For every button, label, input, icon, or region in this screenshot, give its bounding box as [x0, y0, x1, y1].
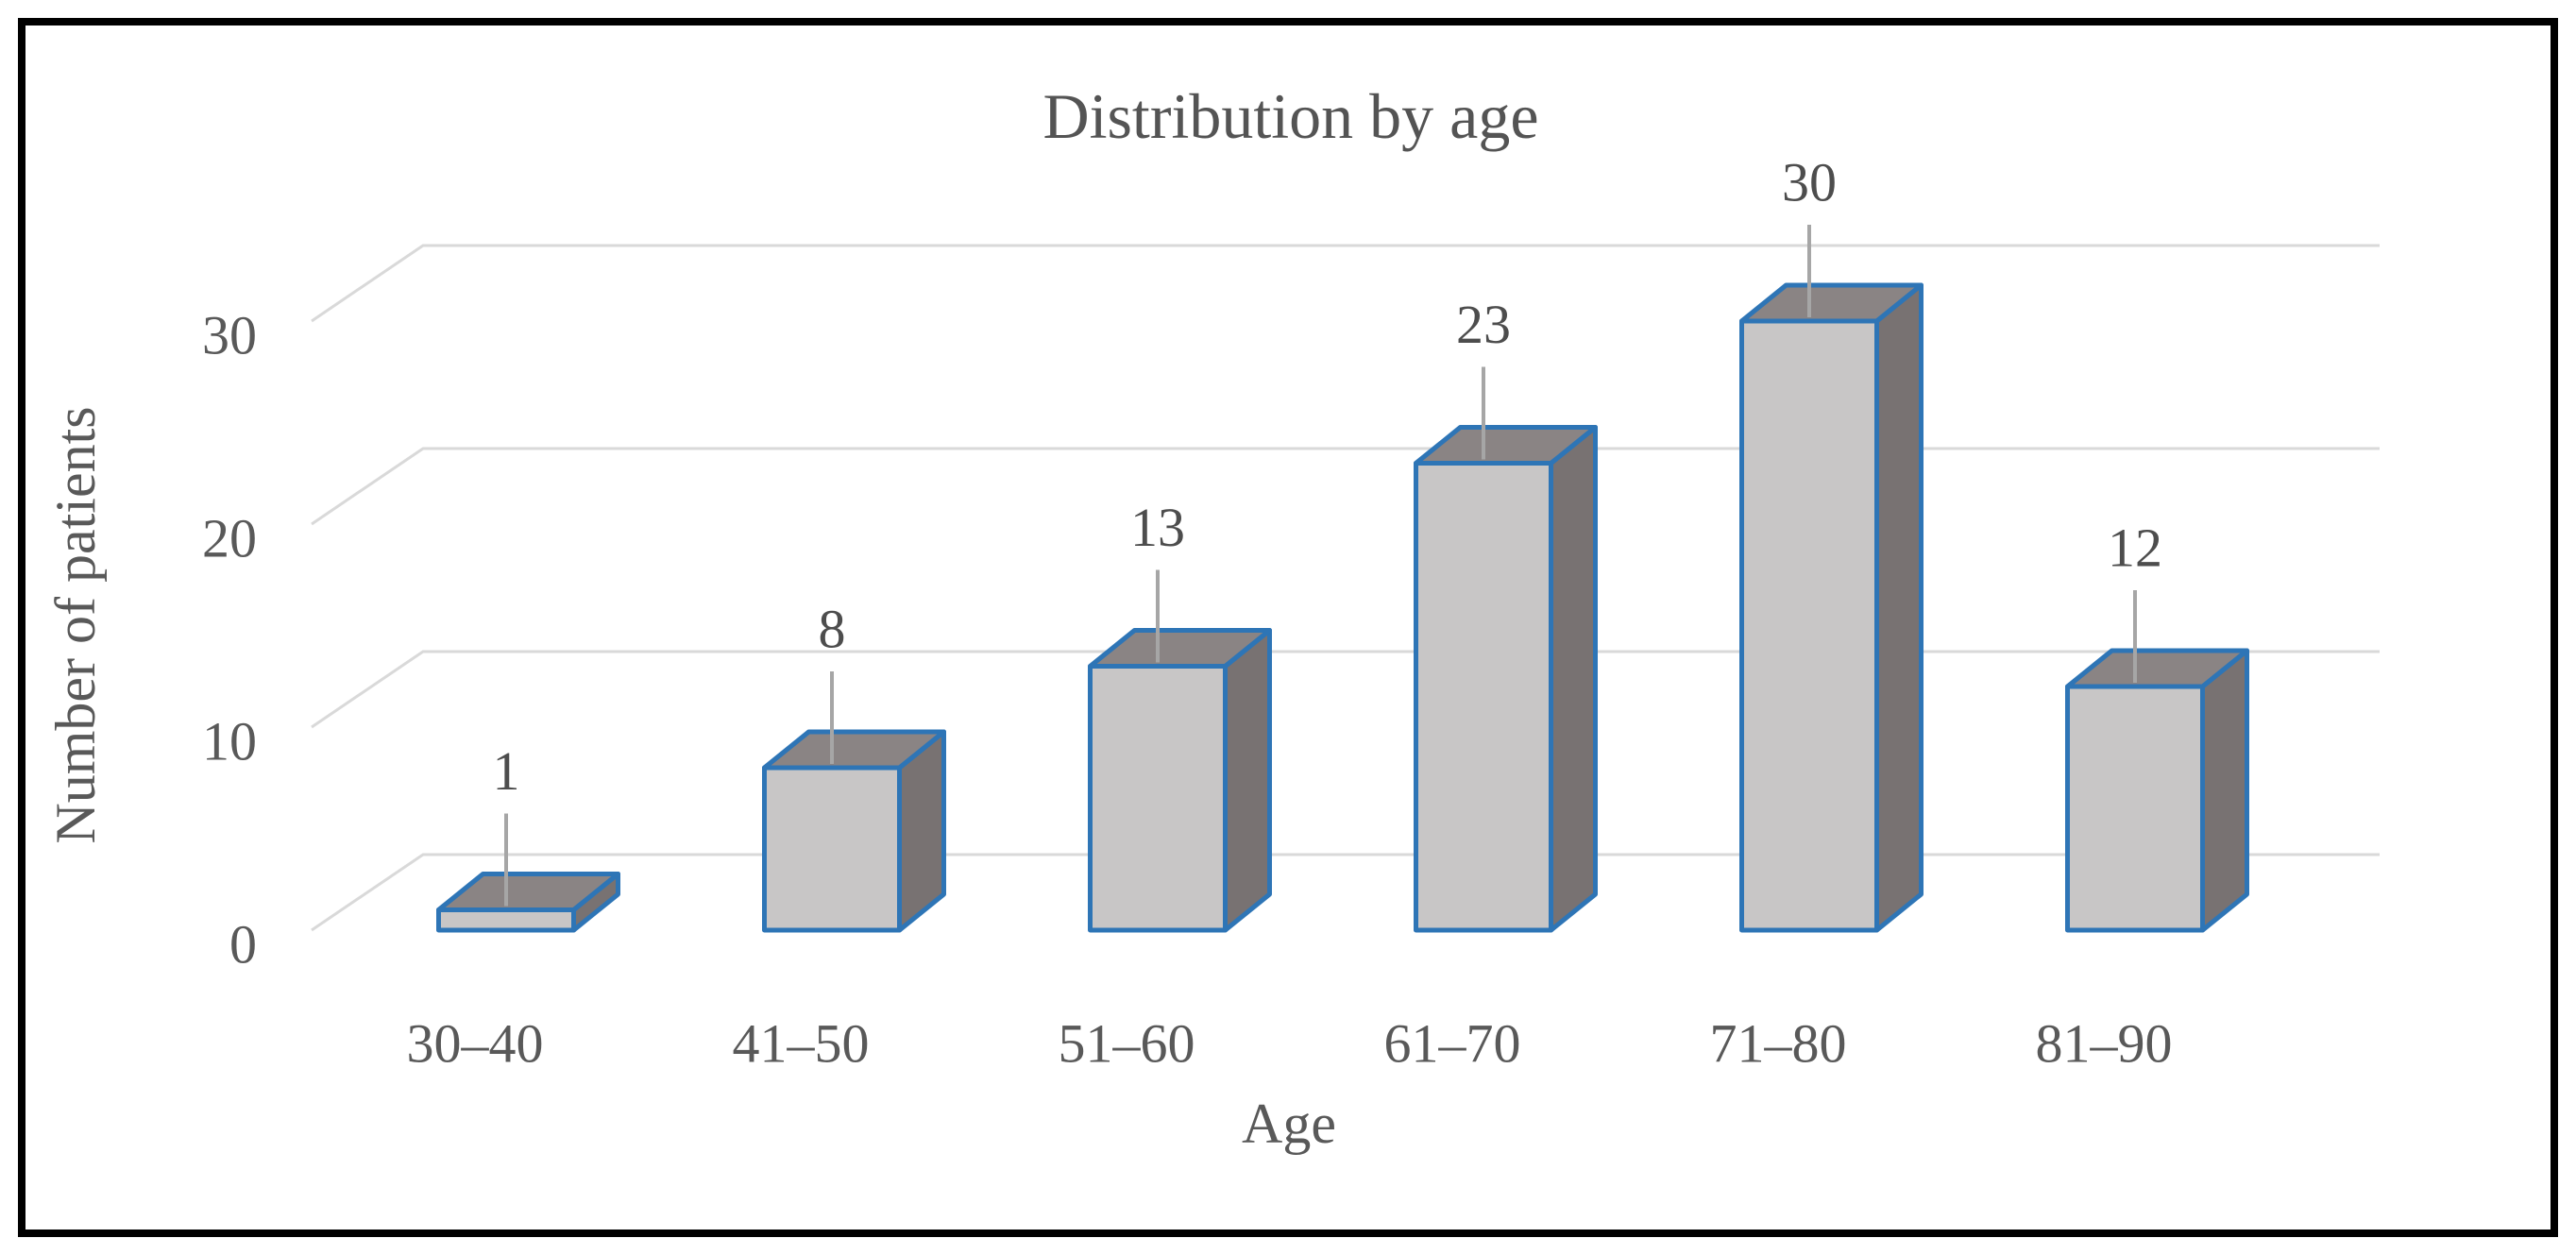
y-tick-label: 30 [202, 305, 257, 366]
x-category-labels-group: 30–40 41–50 51–60 61–70 71–80 81–90 [407, 1013, 2173, 1075]
x-category-label: 71–80 [1710, 1013, 1847, 1075]
bar-front-face [436, 907, 576, 933]
gridline [311, 650, 2380, 729]
bar-front-face [1414, 461, 1553, 933]
gridlines-group [311, 244, 2380, 932]
bar-front-face [762, 765, 902, 933]
x-category-label: 30–40 [407, 1013, 544, 1075]
bar [762, 729, 946, 933]
x-category-label: 61–70 [1384, 1013, 1521, 1075]
bar [2065, 648, 2249, 933]
leader-lines-group [504, 225, 2137, 907]
bar-front-face [1739, 318, 1879, 933]
gridline [311, 853, 2380, 932]
data-label: 13 [1130, 497, 1185, 558]
data-label: 12 [2108, 517, 2162, 579]
y-axis-title: Number of patients [44, 406, 107, 843]
y-tick-label: 20 [202, 508, 257, 569]
x-category-label: 41–50 [733, 1013, 870, 1075]
data-label: 23 [1456, 294, 1511, 355]
chart-title: Distribution by age [1042, 80, 1538, 152]
data-labels-group: 1 8 13 23 30 12 [493, 152, 2163, 803]
gridline [311, 447, 2380, 526]
bar [436, 872, 620, 933]
bar-side-face [1549, 425, 1598, 933]
data-label: 1 [493, 740, 520, 802]
bar-front-face [1088, 664, 1228, 933]
data-label: 30 [1782, 152, 1837, 213]
bar-front-face [2065, 684, 2205, 933]
bar-side-face [1874, 282, 1924, 933]
bar [1414, 425, 1598, 933]
y-tick-labels-group: 0 10 20 30 [202, 305, 257, 975]
bar [1088, 628, 1272, 933]
bar-side-face [1223, 628, 1272, 933]
x-category-label: 51–60 [1059, 1013, 1195, 1075]
x-category-label: 81–90 [2036, 1013, 2173, 1075]
y-tick-label: 0 [229, 914, 257, 975]
bar [1739, 282, 1924, 933]
x-axis-title: Age [1242, 1093, 1336, 1155]
gridline [311, 244, 2380, 323]
figure-border [18, 18, 2558, 1237]
bar-side-face [2200, 648, 2249, 933]
y-tick-label: 10 [202, 711, 257, 772]
bars-group [436, 282, 2249, 933]
data-label: 8 [819, 599, 846, 660]
